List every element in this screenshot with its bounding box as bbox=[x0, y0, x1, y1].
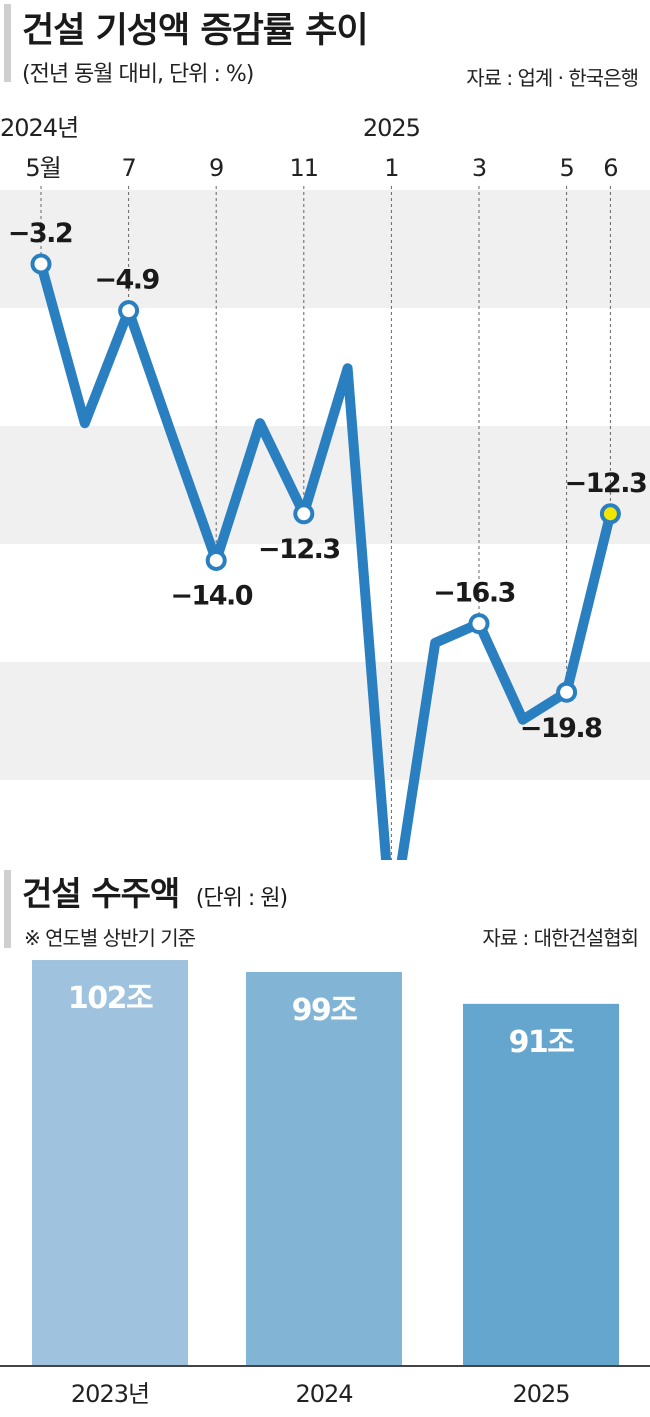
data-point bbox=[30, 253, 52, 275]
line-chart-title: 건설 기성액 증감률 추이 bbox=[22, 11, 369, 51]
data-point bbox=[205, 549, 227, 571]
bar-value-label: 102조 bbox=[68, 981, 153, 1016]
bar-value-label: 91조 bbox=[509, 1025, 575, 1060]
bar bbox=[463, 1003, 619, 1366]
data-point bbox=[468, 613, 490, 635]
line-chart-source: 자료 : 업계 · 한국은행 bbox=[466, 66, 639, 90]
x-tick-label: 5 bbox=[559, 154, 573, 182]
title-accent-bar bbox=[4, 4, 11, 82]
x-tick-label: 7 bbox=[121, 154, 135, 182]
bar bbox=[246, 971, 402, 1366]
data-point bbox=[293, 503, 315, 525]
x-tick-label: 9 bbox=[209, 154, 223, 182]
value-label: −12.3 bbox=[258, 534, 340, 565]
bar-chart-unit: (단위 : 원) bbox=[195, 886, 288, 911]
bar bbox=[32, 960, 188, 1366]
value-label: −14.0 bbox=[170, 580, 252, 611]
background-band bbox=[0, 662, 650, 780]
x-tick-label: 11 bbox=[290, 154, 319, 182]
bar-category-label: 2024 bbox=[295, 1380, 352, 1408]
x-tick-label: 6 bbox=[603, 154, 617, 182]
data-point bbox=[118, 300, 140, 322]
series-line bbox=[36, 259, 616, 860]
bar-chart-source: 자료 : 대한건설협회 bbox=[482, 926, 639, 950]
value-label: −12.3 bbox=[565, 468, 647, 499]
x-tick-label: 1 bbox=[384, 154, 398, 182]
x-tick-label: 3 bbox=[472, 154, 486, 182]
bar-category-label: 2025 bbox=[512, 1380, 569, 1408]
data-point bbox=[556, 681, 578, 703]
value-label: −19.8 bbox=[520, 713, 602, 744]
value-label: −16.3 bbox=[433, 578, 515, 609]
x-year-label: 2025 bbox=[363, 114, 420, 142]
value-label: −4.9 bbox=[94, 265, 159, 296]
bar-chart-title-text: 건설 수주액 bbox=[22, 874, 180, 913]
background-band bbox=[0, 190, 650, 308]
bar-chart-title: 건설 수주액 (단위 : 원) bbox=[22, 867, 288, 915]
bar-value-label: 99조 bbox=[292, 993, 358, 1028]
x-year-label: 2024년 bbox=[0, 114, 78, 142]
value-label: −3.2 bbox=[8, 218, 72, 249]
bar-chart: 102조 99조 91조 2023년 2024 2025 bbox=[0, 960, 650, 1408]
line-chart-subtitle: (전년 동월 대비, 단위 : %) bbox=[22, 62, 254, 87]
x-tick-label: 5월 bbox=[25, 154, 60, 182]
data-point bbox=[599, 503, 621, 525]
bar-chart-note: ※ 연도별 상반기 기준 bbox=[24, 926, 196, 950]
bar-category-label: 2023년 bbox=[71, 1380, 149, 1408]
bar-title-accent-bar bbox=[4, 870, 11, 948]
